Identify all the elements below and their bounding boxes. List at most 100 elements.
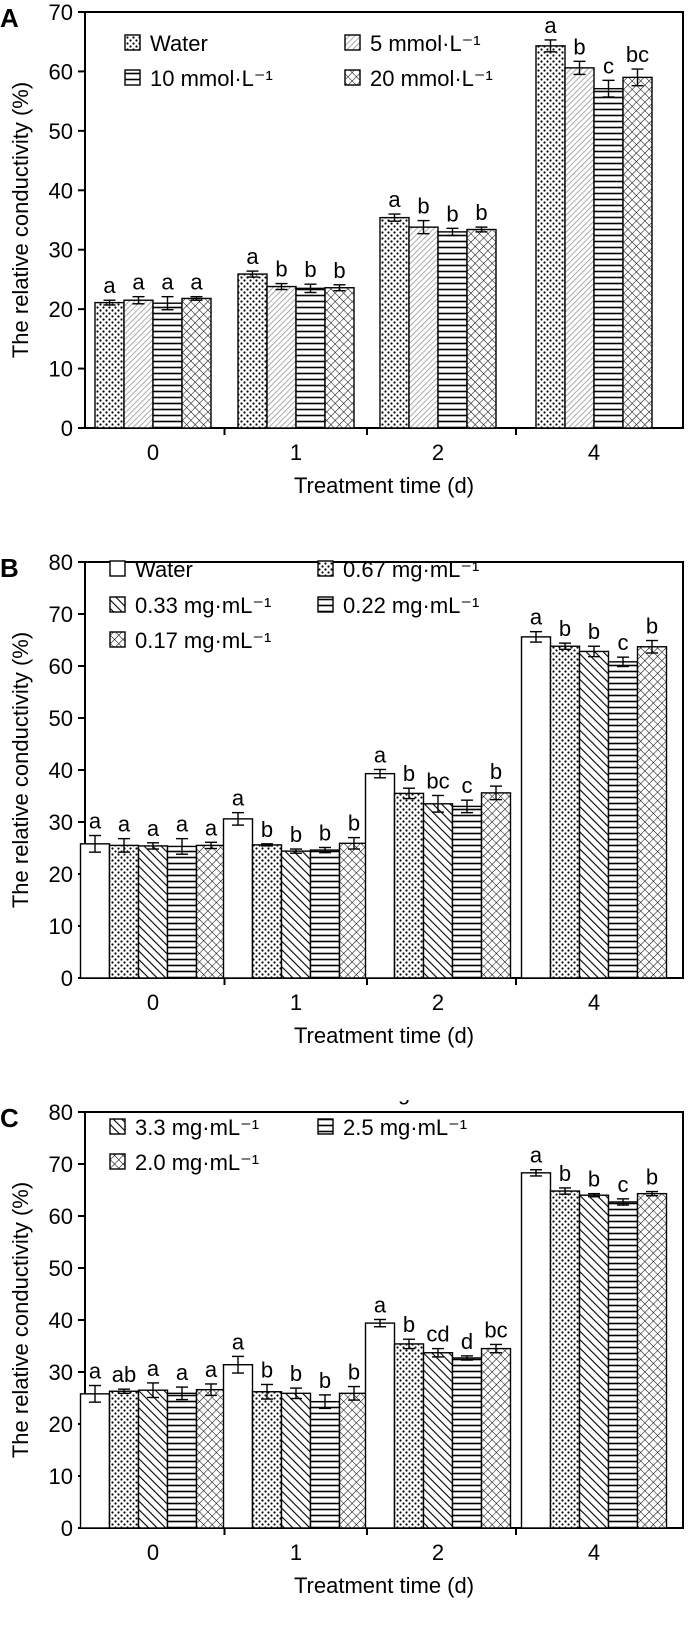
legend-item: 0.67 mg·mL⁻¹ (317, 557, 479, 582)
bar (622, 76, 653, 429)
significance-letter: bc (626, 42, 649, 67)
error-bar (602, 79, 615, 98)
bar (480, 1347, 512, 1529)
error-bar (275, 282, 288, 291)
y-tick-label: 10 (49, 1464, 73, 1489)
y-tick-label: 0 (61, 416, 73, 441)
y-tick-label: 40 (49, 758, 73, 783)
error-bar (118, 837, 130, 853)
error-bar (646, 1190, 658, 1197)
bar (79, 1393, 111, 1529)
y-tick-label: 30 (49, 238, 73, 263)
significance-letter: b (275, 257, 287, 282)
error-bar (374, 768, 386, 779)
error-bar (190, 295, 203, 301)
bar (466, 228, 497, 429)
significance-letter: ab (112, 1362, 136, 1387)
significance-letter: bc (484, 1317, 507, 1342)
y-tick-label: 0 (61, 966, 73, 991)
legend-item: Water (109, 557, 193, 582)
error-bar (617, 656, 629, 668)
legend-label: 0.22 mg·mL⁻¹ (343, 593, 479, 618)
legend-label: 2.5 mg·mL⁻¹ (343, 1115, 467, 1140)
significance-letter: a (232, 1329, 245, 1354)
x-tick-label: 1 (290, 440, 302, 465)
y-tick-label: 20 (49, 297, 73, 322)
legend-item: 2.5 mg·mL⁻¹ (317, 1115, 467, 1140)
legend-label: Water (135, 557, 193, 582)
legend-item: 3.3 mg·mL⁻¹ (109, 1115, 259, 1140)
error-bar (559, 642, 571, 651)
bar (422, 1352, 454, 1529)
error-bar (319, 846, 331, 854)
panel-a: A 0 10 20 30 40 50 60 70 a a a a 0 a b b b 1 a b b b 2 a b c bc 4 Tre… (0, 0, 700, 550)
bar (166, 845, 198, 979)
bar (324, 287, 355, 429)
significance-letter: b (559, 616, 571, 641)
error-bar (205, 1383, 217, 1397)
x-tick-label: 4 (588, 1540, 600, 1565)
bar (137, 845, 169, 979)
y-axis-title: The relative conductivity (%) (8, 82, 33, 358)
significance-letter: b (446, 201, 458, 226)
error-bar (388, 213, 401, 222)
significance-letter: c (618, 1172, 629, 1197)
significance-letter: b (304, 257, 316, 282)
error-bar (544, 39, 557, 53)
significance-letter: d (461, 1329, 473, 1354)
x-tick-label: 0 (147, 990, 159, 1015)
significance-letter: a (205, 1357, 218, 1382)
bar (520, 636, 552, 979)
bar (338, 842, 370, 979)
error-bar (403, 1338, 415, 1350)
bar (295, 287, 326, 429)
significance-letter: a (246, 244, 259, 269)
significance-letter: a (176, 1360, 189, 1385)
legend-label: 3.3 mg·mL⁻¹ (135, 1115, 259, 1140)
legend-label: 0.17 mg·mL⁻¹ (135, 628, 271, 653)
legend-label: 20 mmol·L⁻¹ (370, 66, 493, 91)
y-tick-label: 50 (49, 1256, 73, 1281)
y-tick-label: 50 (49, 706, 73, 731)
error-bar (617, 1198, 629, 1206)
bar (137, 1389, 169, 1529)
legend-item: 0.17 mg·mL⁻¹ (109, 628, 271, 653)
bar (364, 1322, 396, 1529)
bar (222, 818, 254, 979)
bar (422, 803, 454, 979)
bar (364, 772, 396, 979)
legend-swatch (344, 69, 361, 86)
error-bar (490, 785, 502, 801)
x-tick-label: 2 (432, 990, 444, 1015)
panel-label: C (0, 1103, 19, 1133)
error-bar (348, 836, 360, 850)
error-bar (348, 1385, 360, 1401)
legend-swatch (109, 1153, 126, 1170)
error-bar (261, 843, 273, 847)
error-bar (132, 295, 145, 305)
panel-b: B 0 10 20 30 40 50 60 70 80 a a a a a 0 a b b b b 1 a b bc c b 2 a b b… (0, 550, 700, 1100)
error-bar (530, 1169, 542, 1177)
error-bar (176, 837, 188, 855)
error-bar (432, 1347, 444, 1358)
legend-item: 0.22 mg·mL⁻¹ (317, 593, 479, 618)
x-tick-label: 4 (588, 440, 600, 465)
error-bar (89, 1384, 101, 1403)
y-tick-label: 0 (61, 1516, 73, 1541)
bar (451, 1357, 483, 1529)
bar (535, 45, 566, 429)
legend-swatch (124, 69, 141, 86)
bar (123, 299, 154, 429)
error-bar (475, 226, 488, 233)
error-bar (432, 794, 444, 813)
significance-letter: b (559, 1161, 571, 1186)
error-bar (490, 1343, 502, 1354)
error-bar (103, 299, 116, 306)
legend-item: Water (135, 1100, 193, 1105)
significance-letter: a (232, 786, 245, 811)
legend-item: 5 mmol·L⁻¹ (344, 31, 481, 56)
legend-swatch (317, 1118, 334, 1135)
bar (222, 1364, 254, 1529)
